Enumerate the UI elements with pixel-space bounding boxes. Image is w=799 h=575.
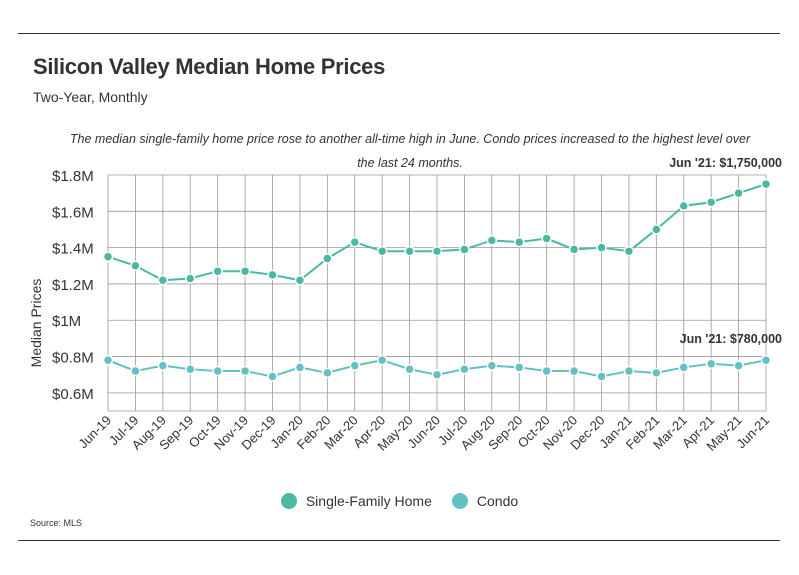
data-point-condo (157, 360, 169, 371)
data-point-condo (514, 362, 525, 373)
bottom-rule (18, 540, 780, 541)
data-point-single-family-home (760, 178, 772, 190)
annotation-label: Jun '21: $1,750,000 (669, 156, 782, 170)
data-point-single-family-home (404, 245, 415, 257)
data-point-condo (349, 360, 360, 371)
data-point-condo (294, 362, 306, 373)
data-point-condo (212, 365, 223, 377)
data-point-single-family-home (267, 269, 278, 281)
y-tick-label: $1.6M (52, 204, 94, 221)
data-point-single-family-home (596, 242, 607, 253)
data-point-single-family-home (239, 265, 251, 277)
y-tick-label: $0.8M (52, 350, 94, 367)
data-point-single-family-home (130, 260, 141, 272)
data-point-condo (431, 369, 443, 380)
legend-label-condo: Condo (476, 493, 519, 509)
legend-swatch-single-family (280, 493, 297, 509)
data-point-single-family-home (212, 265, 223, 277)
chart-title: Silicon Valley Median Home Prices (33, 54, 386, 79)
legend-swatch-condo (451, 493, 468, 509)
data-point-single-family-home (431, 245, 443, 257)
y-tick-label: $1.4M (52, 241, 94, 258)
data-point-single-family-home (733, 187, 744, 199)
legend-item-condo: Condo (451, 493, 519, 509)
data-point-condo (733, 360, 744, 371)
data-point-condo (486, 360, 498, 371)
top-rule (18, 33, 780, 34)
data-point-condo (102, 354, 114, 366)
data-point-condo (185, 363, 196, 375)
data-point-single-family-home (486, 235, 498, 246)
data-point-single-family-home (349, 236, 360, 248)
data-point-condo (651, 367, 662, 379)
data-point-single-family-home (541, 233, 552, 244)
data-point-single-family-home (294, 275, 306, 286)
data-point-condo (705, 358, 717, 370)
data-point-condo (322, 367, 333, 379)
source-note: Source: MLS (30, 518, 83, 528)
data-point-condo (760, 354, 772, 366)
y-tick-label: $1.8M (52, 168, 94, 185)
data-point-condo (459, 363, 470, 375)
legend: Single-Family Home Condo (0, 493, 799, 509)
chart-note: The median single-family home price rose… (69, 132, 751, 170)
data-point-condo (404, 363, 415, 375)
data-point-single-family-home (651, 224, 662, 235)
data-point-condo (267, 371, 278, 382)
data-point-condo (376, 354, 388, 366)
data-point-single-family-home (157, 275, 169, 286)
y-tick-label: $1.2M (52, 277, 94, 294)
data-point-single-family-home (705, 196, 717, 208)
data-point-condo (596, 371, 607, 382)
data-point-condo (568, 365, 580, 377)
data-point-single-family-home (623, 245, 635, 257)
data-point-single-family-home (185, 273, 196, 284)
data-point-single-family-home (568, 244, 580, 255)
data-point-single-family-home (102, 251, 114, 262)
data-point-single-family-home (514, 236, 525, 248)
y-tick-label: $0.6M (52, 386, 94, 403)
data-point-condo (130, 365, 141, 377)
data-point-single-family-home (376, 245, 388, 257)
y-tick-label: $1M (52, 313, 81, 330)
legend-label-single-family: Single-Family Home (305, 493, 432, 509)
x-tick-label: Jun-19 (75, 413, 114, 452)
chart-subtitle: Two-Year, Monthly (33, 89, 148, 105)
data-point-condo (239, 365, 251, 377)
data-point-single-family-home (678, 200, 689, 212)
data-point-single-family-home (322, 253, 333, 264)
data-point-condo (678, 362, 689, 373)
data-point-condo (541, 365, 552, 377)
y-axis-label: Median Prices (28, 279, 44, 368)
legend-item-single-family: Single-Family Home (280, 493, 432, 509)
data-point-single-family-home (459, 244, 470, 255)
annotation-label: Jun '21: $780,000 (680, 332, 782, 346)
data-point-condo (623, 365, 635, 377)
